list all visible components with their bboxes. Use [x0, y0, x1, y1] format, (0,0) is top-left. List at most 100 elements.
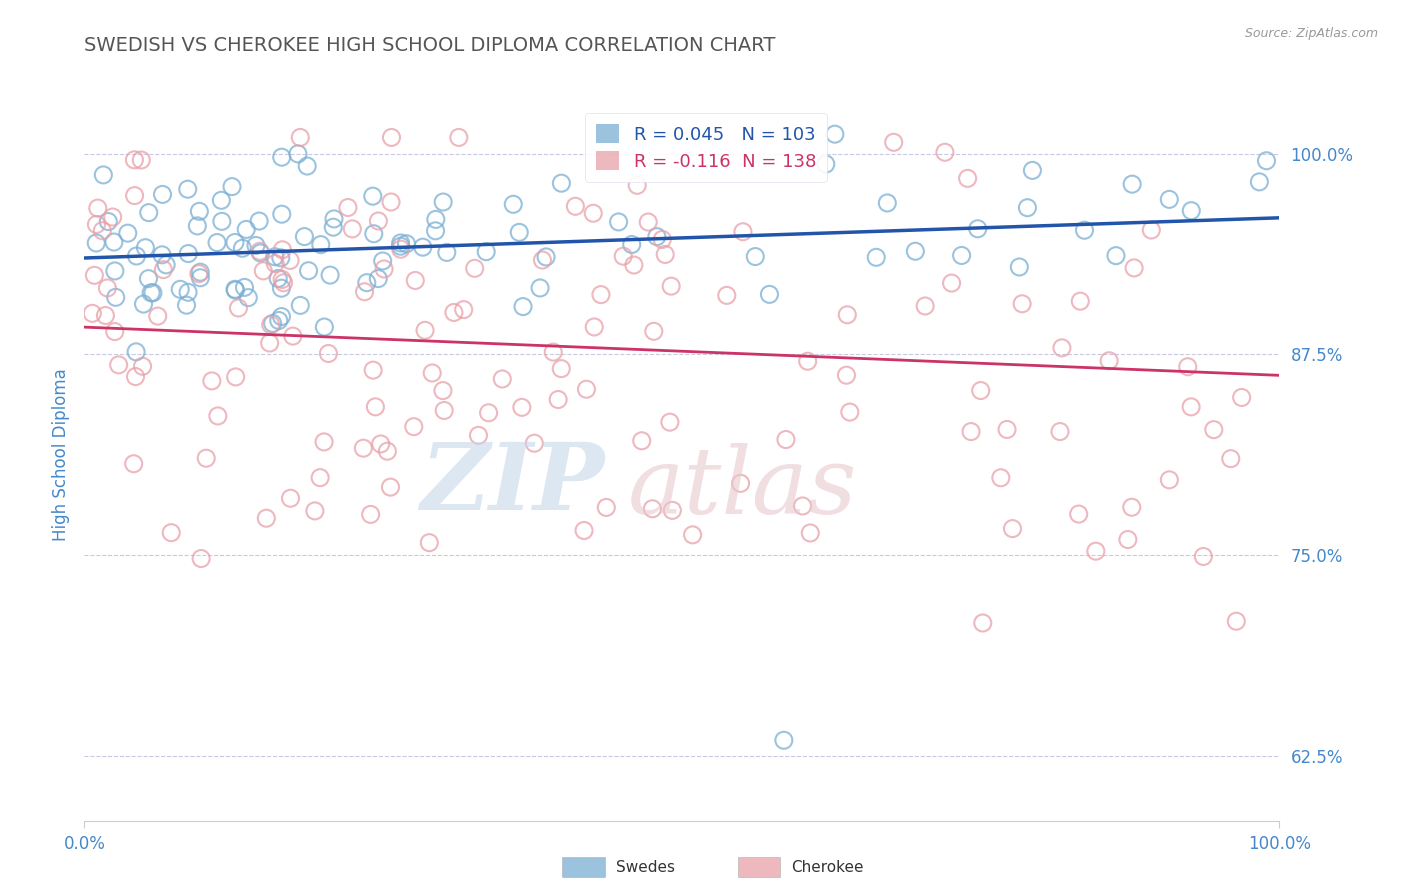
Point — [297, 159, 319, 173]
Point — [966, 221, 988, 235]
Point — [278, 253, 301, 268]
Text: SWEDISH VS CHEROKEE HIGH SCHOOL DIPLOMA CORRELATION CHART: SWEDISH VS CHEROKEE HIGH SCHOOL DIPLOMA … — [84, 36, 776, 54]
Point — [956, 171, 979, 186]
Point — [225, 370, 247, 384]
Point — [107, 358, 129, 372]
Point — [404, 273, 426, 287]
Point — [249, 244, 271, 259]
Point — [91, 168, 114, 182]
Point — [541, 345, 564, 359]
Point — [270, 251, 292, 265]
Point — [512, 300, 534, 314]
Point — [146, 309, 169, 323]
Point — [1098, 353, 1121, 368]
Point — [201, 374, 224, 388]
Point — [132, 297, 155, 311]
Point — [309, 470, 332, 484]
Point — [491, 372, 513, 386]
Point — [188, 265, 211, 279]
Point — [336, 201, 359, 215]
Point — [641, 501, 664, 516]
Point — [139, 285, 162, 300]
Point — [658, 415, 681, 429]
Point — [361, 363, 384, 377]
Point — [607, 215, 630, 229]
Point — [531, 253, 554, 268]
Point — [934, 145, 956, 160]
Point — [1073, 223, 1095, 237]
Point — [389, 242, 412, 256]
Point — [207, 409, 229, 423]
Point — [290, 298, 312, 312]
Point — [876, 196, 898, 211]
Point — [312, 434, 335, 449]
Point — [155, 258, 177, 272]
Point — [453, 302, 475, 317]
Point — [659, 279, 682, 293]
Point — [228, 301, 250, 315]
Point — [221, 179, 243, 194]
Point — [270, 207, 292, 221]
Point — [124, 369, 146, 384]
Point — [1017, 201, 1039, 215]
Point — [914, 299, 936, 313]
Point — [169, 282, 191, 296]
Point — [1067, 507, 1090, 521]
Point — [534, 250, 557, 264]
Point — [731, 225, 754, 239]
Point — [224, 283, 246, 297]
Point — [367, 271, 389, 285]
Point — [103, 235, 125, 249]
Point — [547, 392, 569, 407]
Point — [716, 288, 738, 302]
Point — [420, 366, 443, 380]
Point — [209, 194, 232, 208]
Point — [270, 281, 292, 295]
Point — [425, 212, 447, 227]
Point — [1192, 549, 1215, 564]
Point — [224, 282, 246, 296]
Point — [150, 248, 173, 262]
Point — [152, 187, 174, 202]
Point — [247, 214, 270, 228]
Point — [467, 428, 489, 442]
Point — [294, 229, 316, 244]
Point — [972, 615, 994, 630]
Point — [233, 280, 256, 294]
Point — [82, 306, 104, 320]
Point — [412, 240, 434, 254]
Point — [270, 310, 292, 324]
Point — [402, 419, 425, 434]
Point — [432, 384, 454, 398]
Point — [1069, 294, 1091, 309]
Point — [1008, 260, 1031, 274]
Point — [637, 215, 659, 229]
Point — [436, 245, 458, 260]
Point — [342, 222, 364, 236]
Point — [238, 291, 260, 305]
Point — [432, 194, 454, 209]
Point — [91, 224, 114, 238]
Point — [1049, 425, 1071, 439]
Point — [661, 503, 683, 517]
Point — [447, 130, 470, 145]
Point — [799, 525, 821, 540]
Point — [796, 354, 818, 368]
Point — [94, 309, 117, 323]
Point — [651, 232, 673, 246]
Point — [235, 222, 257, 236]
Point — [138, 205, 160, 219]
Point — [1159, 193, 1181, 207]
Point — [502, 197, 524, 211]
Point — [523, 436, 546, 450]
Point — [124, 153, 146, 167]
Point — [187, 267, 209, 281]
Point — [370, 437, 392, 451]
Point — [270, 150, 292, 164]
Point — [309, 237, 332, 252]
Point — [83, 268, 105, 283]
Point — [367, 214, 389, 228]
Point — [231, 241, 253, 255]
Point — [160, 525, 183, 540]
Point — [990, 471, 1012, 485]
